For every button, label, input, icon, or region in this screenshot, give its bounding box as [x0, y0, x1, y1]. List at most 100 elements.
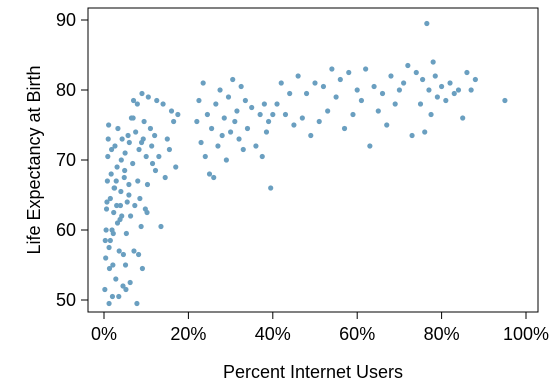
data-point	[152, 132, 158, 139]
data-point	[228, 129, 234, 135]
data-point	[447, 80, 453, 86]
data-point	[215, 143, 221, 149]
data-point	[111, 209, 117, 216]
data-point	[114, 164, 120, 170]
y-tick-label: 90	[56, 10, 76, 30]
data-point	[116, 293, 122, 300]
data-point	[219, 132, 225, 139]
data-point	[200, 80, 206, 86]
data-point	[430, 59, 436, 65]
data-point	[287, 90, 293, 97]
data-point	[136, 251, 142, 258]
data-point	[108, 171, 114, 177]
data-point	[291, 122, 297, 128]
data-point	[107, 237, 113, 244]
data-point	[424, 20, 430, 27]
data-point	[358, 97, 365, 104]
plot-frame	[87, 7, 539, 313]
data-point	[109, 227, 115, 233]
data-point	[278, 80, 284, 86]
data-point	[401, 80, 407, 86]
data-point	[113, 276, 119, 282]
data-point	[130, 160, 136, 167]
data-point	[110, 262, 116, 268]
data-point	[367, 143, 373, 149]
data-point	[126, 192, 132, 198]
data-point	[209, 125, 215, 132]
data-point	[320, 83, 327, 90]
data-point	[428, 111, 434, 118]
data-point	[333, 94, 339, 100]
y-tick-label: 70	[56, 150, 76, 170]
data-point	[130, 115, 136, 121]
data-point	[132, 202, 138, 209]
data-point	[274, 101, 280, 107]
data-point	[138, 139, 145, 146]
data-point	[149, 160, 156, 167]
data-point	[137, 195, 143, 202]
data-point	[240, 146, 246, 153]
x-tick-label: 40%	[255, 324, 291, 344]
data-point	[363, 66, 369, 72]
data-point	[131, 248, 137, 254]
data-point	[409, 132, 415, 139]
x-tick-label: 20%	[170, 324, 206, 344]
data-point	[468, 87, 474, 93]
data-point	[234, 108, 240, 114]
data-point	[173, 164, 179, 170]
data-point	[413, 69, 419, 76]
data-point	[472, 76, 478, 83]
data-point	[115, 125, 121, 132]
data-point	[502, 97, 508, 104]
axes: 0% 20% 40% 60% 80% 100% 50 60 70 80 90	[56, 7, 549, 344]
data-point	[261, 101, 267, 107]
data-point	[124, 199, 130, 205]
data-point	[213, 101, 219, 107]
data-point	[139, 90, 145, 97]
data-point	[405, 62, 411, 69]
x-tick-label: 60%	[339, 324, 375, 344]
data-point	[120, 251, 127, 258]
data-point	[270, 111, 276, 118]
data-point	[211, 174, 217, 181]
data-point	[164, 136, 170, 142]
data-point	[125, 132, 131, 139]
data-point	[144, 181, 151, 188]
data-point	[119, 213, 125, 219]
data-point	[102, 286, 108, 293]
data-point	[460, 115, 466, 121]
data-point	[346, 69, 352, 76]
data-point	[103, 206, 110, 212]
data-point	[134, 300, 140, 307]
data-point	[379, 90, 386, 97]
data-point	[149, 143, 155, 149]
data-point	[451, 90, 457, 97]
data-point	[384, 122, 390, 128]
data-point	[417, 101, 424, 107]
data-point	[143, 153, 149, 160]
data-point	[221, 115, 227, 121]
data-points	[102, 20, 508, 307]
y-tick-label: 50	[56, 290, 76, 310]
data-point	[126, 139, 132, 146]
data-point	[104, 178, 110, 184]
data-point	[253, 143, 259, 149]
data-point	[118, 157, 124, 163]
data-point	[432, 73, 438, 79]
data-point	[154, 97, 160, 104]
data-point	[168, 108, 175, 114]
data-point	[223, 157, 229, 163]
x-tick-label: 80%	[424, 324, 460, 344]
data-point	[238, 83, 244, 90]
data-point	[268, 185, 274, 191]
data-point	[122, 262, 129, 268]
data-point	[217, 87, 223, 93]
data-point	[265, 118, 272, 125]
data-point	[198, 139, 204, 146]
data-point	[166, 146, 173, 153]
data-point	[325, 108, 331, 114]
y-axis-title: Life Expectancy at Birth	[24, 65, 44, 254]
data-point	[113, 178, 119, 184]
data-point	[439, 83, 445, 90]
